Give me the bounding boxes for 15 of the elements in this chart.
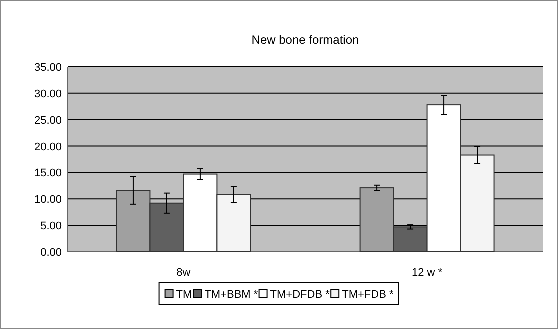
y-tick-label: 20.00 (34, 141, 62, 154)
chart-title: New bone formation (252, 33, 360, 47)
y-tick-label: 30.00 (34, 88, 62, 100)
legend-label: TM+DFDB * (270, 289, 331, 301)
y-tick-label: 35.00 (34, 62, 62, 74)
y-tick-label: 25.00 (34, 114, 62, 127)
y-tick-label: 0.00 (40, 247, 62, 259)
y-tick-label: 15.00 (34, 168, 62, 180)
x-tick-label: 12 w * (412, 267, 444, 279)
x-tick-label: 8w (176, 267, 191, 279)
y-tick-label: 10.00 (34, 194, 62, 206)
legend-label: TM (176, 289, 192, 301)
legend-label: TM+BBM * (204, 289, 259, 301)
legend-label: TM+FDB * (342, 289, 394, 301)
y-tick-label: 5.00 (40, 220, 62, 233)
